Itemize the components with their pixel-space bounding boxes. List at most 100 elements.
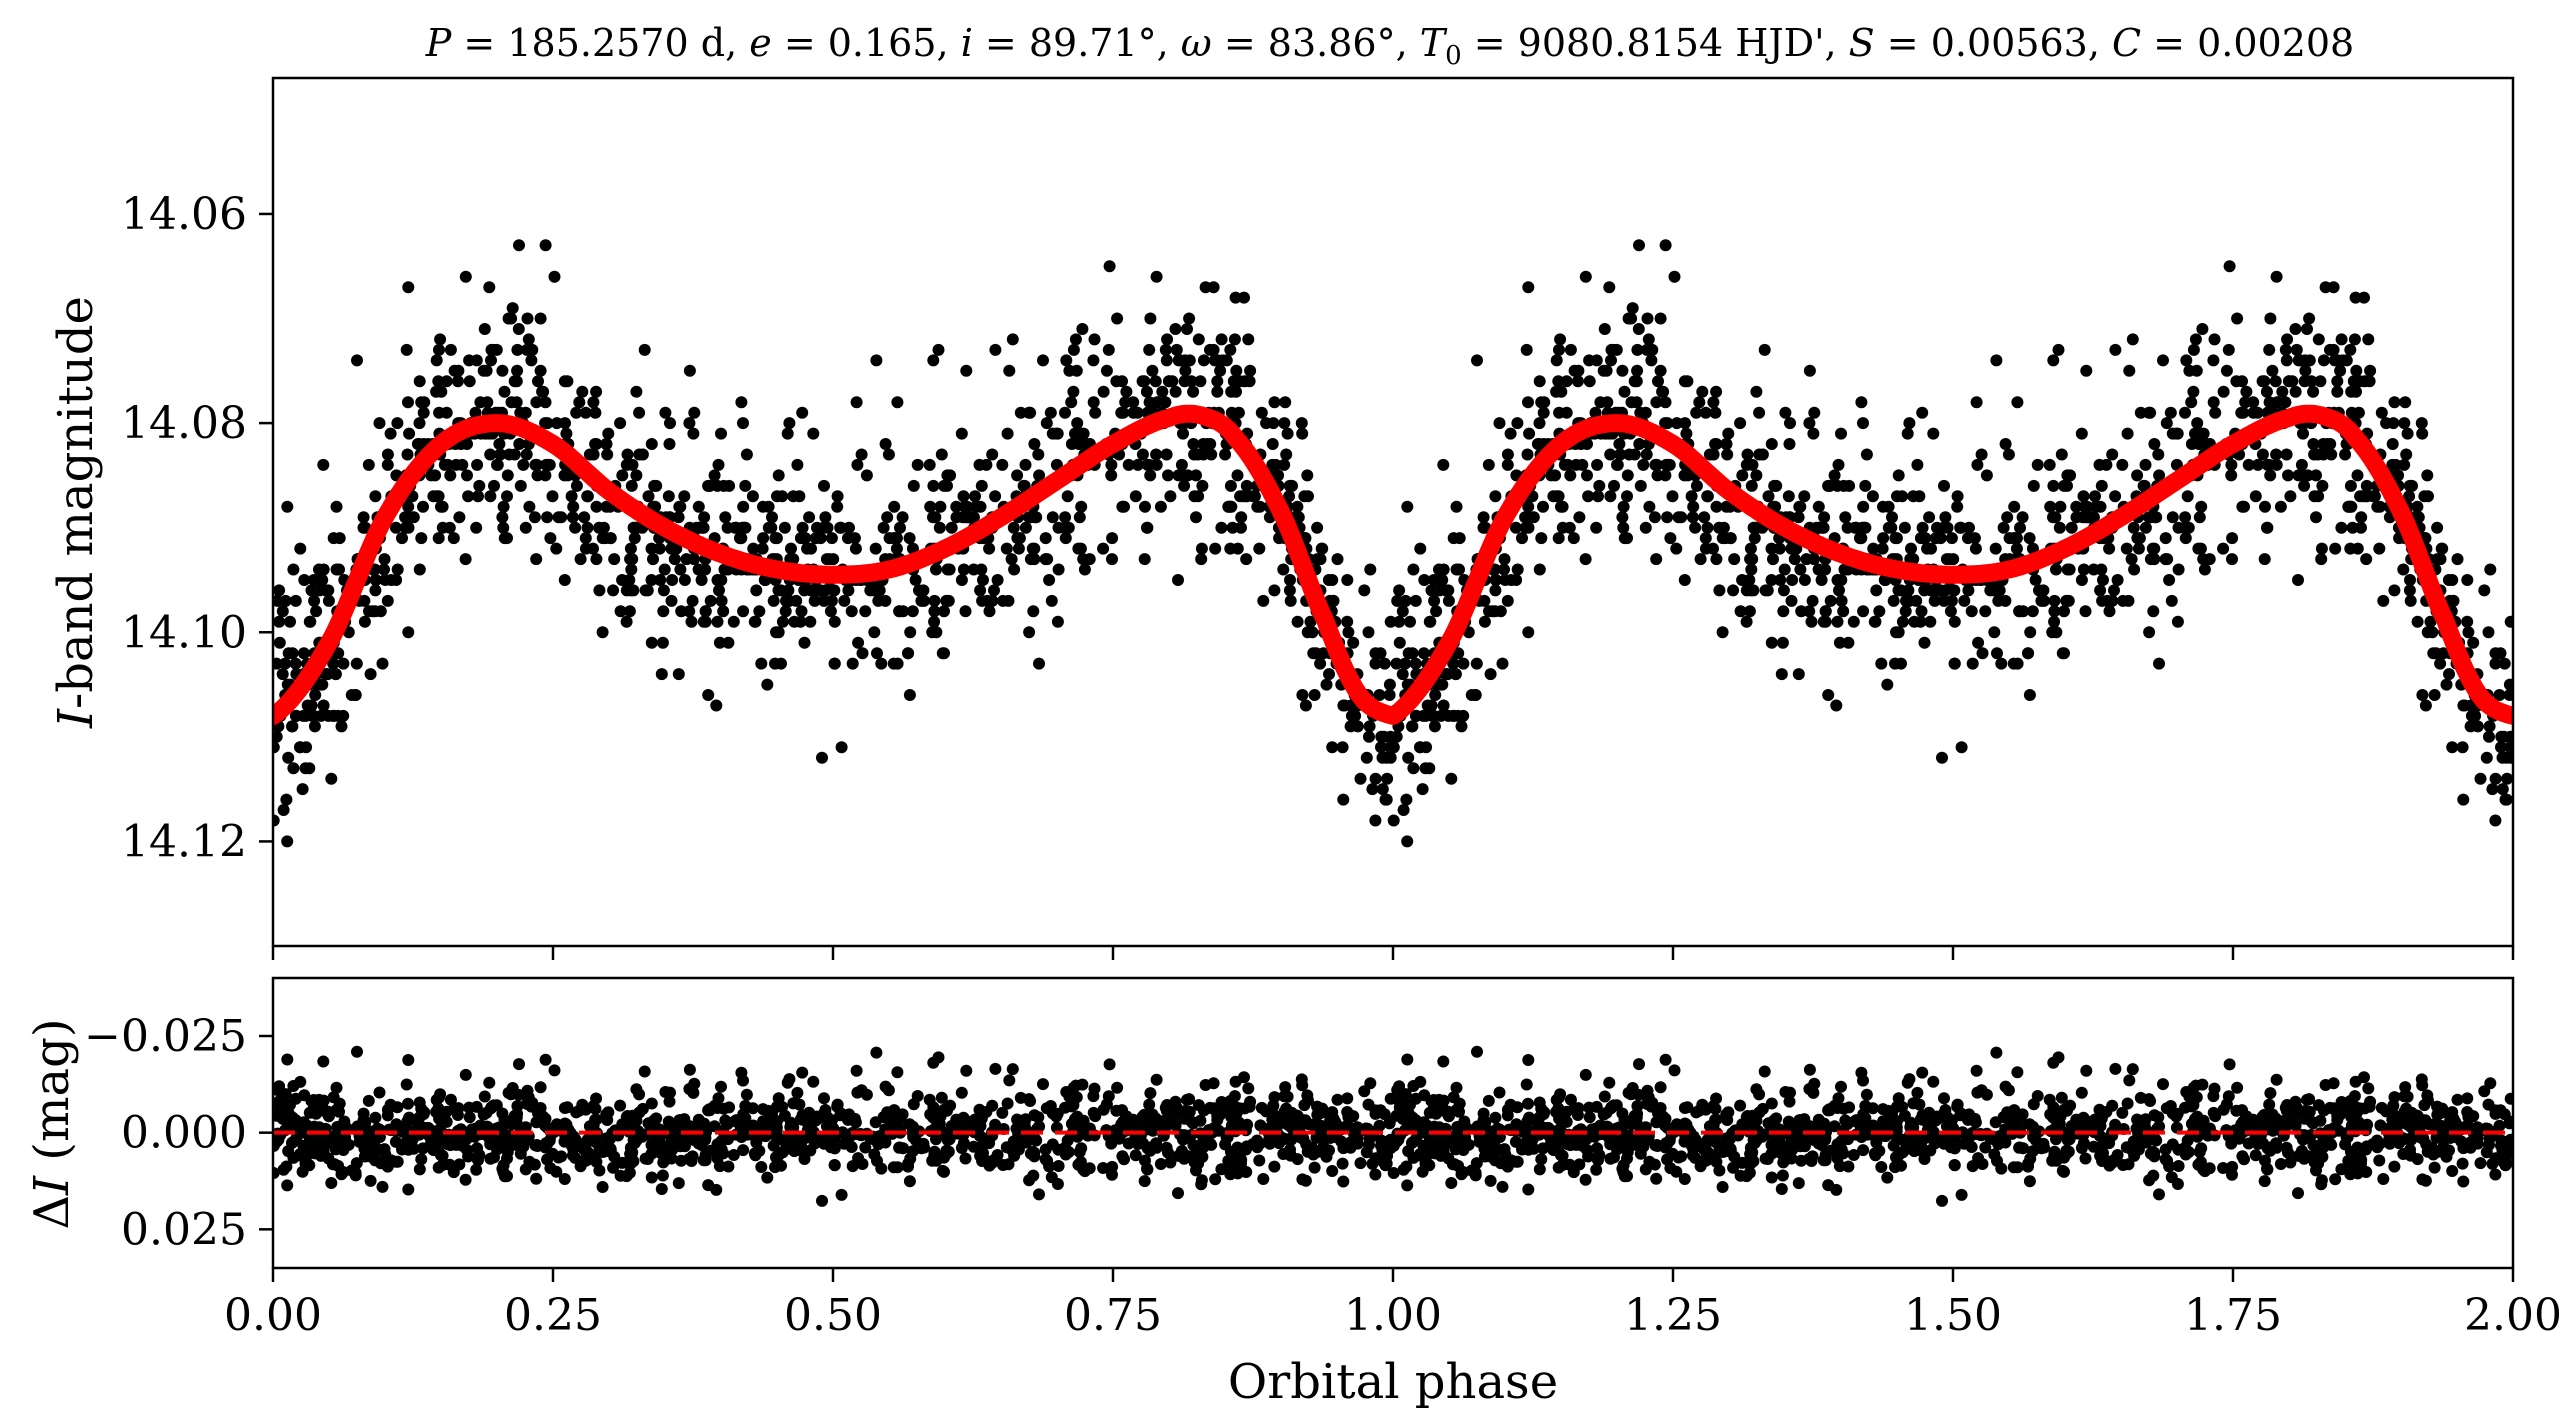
observed-point (2386, 438, 2399, 450)
observed-point (1710, 438, 1723, 450)
observed-point (986, 594, 999, 607)
observed-point (1442, 584, 1455, 597)
residual-point (497, 1166, 510, 1178)
residual-point (1028, 1146, 1041, 1159)
observed-point (1997, 521, 2010, 534)
observed-point (1044, 406, 1057, 419)
observed-point (779, 605, 792, 618)
observed-point (769, 657, 781, 670)
residual-point (623, 1166, 636, 1179)
observed-point (1835, 594, 1848, 607)
observed-point (1999, 438, 2012, 450)
observed-point (1379, 793, 1392, 806)
observed-point (1520, 343, 1533, 356)
observed-point (787, 490, 800, 503)
residual-point (2489, 1107, 2502, 1120)
observed-point (712, 458, 725, 471)
residual-point (2377, 1173, 2390, 1185)
observed-point (1890, 626, 1902, 639)
observed-point (1235, 511, 1248, 524)
residual-point (362, 1094, 375, 1107)
residual-point (2489, 1152, 2502, 1165)
observed-point (1798, 574, 1811, 586)
residual-point (2217, 1103, 2230, 1116)
observed-point (2347, 375, 2360, 388)
residual-point (400, 1078, 413, 1091)
residual-point (2451, 1093, 2464, 1106)
observed-point (1859, 521, 1872, 534)
observed-point (2258, 553, 2271, 566)
observed-point (1501, 448, 1514, 461)
observed-point (692, 500, 705, 513)
observed-point (570, 406, 583, 419)
residual-point (1583, 1111, 1596, 1124)
observed-point (502, 312, 515, 325)
residual-point (1654, 1081, 1667, 1094)
observed-point (310, 605, 323, 618)
observed-point (2362, 333, 2375, 346)
residual-point (989, 1118, 1002, 1131)
residual-point (1234, 1148, 1247, 1161)
observed-point (1150, 458, 1163, 471)
observed-point (1618, 532, 1631, 545)
residual-point (1139, 1154, 1151, 1167)
residual-point (1794, 1140, 1807, 1153)
residual-point (1418, 1089, 1431, 1102)
observed-point (1407, 563, 1420, 576)
residual-point (1533, 1096, 1546, 1109)
observed-point (1951, 500, 1964, 513)
residual-point (796, 1066, 809, 1079)
observed-point (1938, 479, 1950, 492)
observed-point (721, 521, 734, 534)
residual-point (1553, 1123, 1566, 1136)
residual-point (2197, 1114, 2210, 1127)
observed-point (510, 396, 523, 409)
observed-point (685, 615, 698, 628)
residual-point (903, 1175, 916, 1188)
observed-point (890, 542, 903, 555)
observed-point (945, 521, 958, 534)
observed-point (1364, 563, 1377, 576)
observed-point (1192, 333, 1205, 346)
observed-point (1948, 584, 1961, 597)
residual-point (1719, 1145, 1732, 1158)
observed-point (1590, 521, 1603, 534)
observed-point (1833, 636, 1846, 649)
residual-point (2001, 1106, 2014, 1119)
observed-point (761, 678, 774, 691)
observed-point (1896, 615, 1909, 628)
observed-point (1854, 532, 1866, 545)
observed-point (974, 584, 987, 597)
residual-point (1792, 1177, 1805, 1190)
observed-point (308, 594, 321, 607)
residual-point (2462, 1111, 2475, 1124)
residual-point (685, 1155, 698, 1167)
observed-point (621, 448, 634, 461)
residual-point (1877, 1103, 1889, 1116)
residual-point (711, 1102, 724, 1114)
observed-point (2461, 615, 2474, 628)
observed-point (1916, 521, 1929, 534)
observed-point (1815, 574, 1828, 586)
observed-point (351, 354, 363, 367)
observed-point (481, 396, 494, 409)
residual-point (1614, 1139, 1627, 1152)
observed-point (1929, 532, 1942, 545)
observed-point (868, 626, 881, 639)
residual-point (1452, 1159, 1465, 1172)
observed-point (1803, 417, 1816, 430)
observed-point (1280, 448, 1293, 461)
observed-point (2496, 783, 2509, 796)
observed-point (2350, 364, 2363, 377)
residual-point (1839, 1114, 1852, 1127)
observed-point (2208, 333, 2221, 346)
observed-point (1613, 438, 1626, 450)
observed-point (531, 469, 544, 482)
observed-point (1232, 406, 1245, 419)
residual-point (2344, 1168, 2357, 1181)
observed-point (2024, 626, 2037, 639)
observed-point (1316, 542, 1329, 555)
observed-point (1146, 364, 1159, 377)
observed-point (737, 605, 750, 618)
observed-point (1999, 594, 2012, 607)
